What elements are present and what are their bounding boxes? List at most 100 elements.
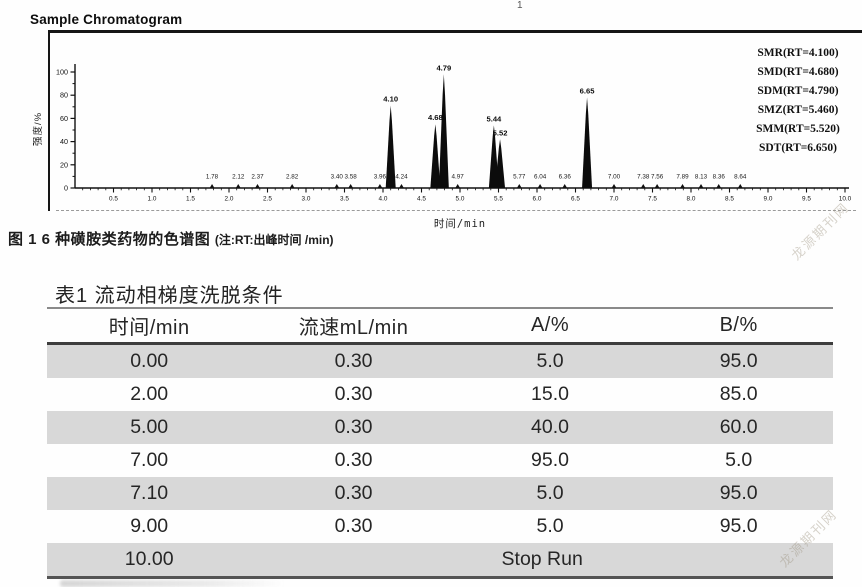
peak [488, 125, 499, 188]
table-cell: 5.0 [725, 449, 753, 471]
table-row: 5.00 0.30 40.0 60.0 [47, 411, 833, 444]
table-cell: 0.30 [334, 482, 373, 504]
minor-peak-label: 2.37 [251, 174, 264, 181]
x-tick-label: 0.5 [109, 196, 118, 203]
y-tick-label: 60 [60, 114, 68, 123]
minor-peak [289, 184, 295, 188]
minor-peak-label: 3.58 [345, 174, 358, 181]
minor-peak-label: 7.89 [676, 174, 689, 181]
table-cell: 15.0 [531, 383, 569, 405]
table-cell: 0.30 [334, 416, 373, 438]
y-tick-label: 80 [60, 91, 68, 100]
minor-peak-label: 1.78 [206, 174, 219, 181]
table-cell: 0.30 [334, 515, 373, 537]
table-cell: 0.30 [334, 449, 373, 471]
minor-peak [611, 184, 617, 188]
table-cell: 5.0 [536, 482, 564, 504]
minor-peak-label: 6.04 [534, 174, 547, 181]
minor-peak-label: 3.40 [331, 174, 344, 181]
x-tick-label: 8.5 [725, 196, 734, 203]
legend-entry: SDT(RT=6.650) [758, 142, 838, 154]
x-axis-label-row: 时间/min [75, 214, 845, 232]
x-tick-label: 2.5 [263, 196, 272, 203]
y-tick-label: 100 [56, 68, 68, 77]
chart-legend: SMR(RT=4.100) SMD(RT=4.680) SDM(RT=4.790) S… [736, 44, 860, 158]
x-tick-label: 8.0 [687, 196, 696, 203]
figure-left-border [48, 33, 50, 211]
x-tick-label: 1.5 [186, 196, 195, 203]
x-tick-label: 9.0 [764, 196, 773, 203]
y-tick-label: 40 [60, 137, 68, 146]
minor-peak [255, 184, 260, 188]
table-cell-stop-run: Stop Run [251, 543, 833, 579]
table-row: 0.00 0.30 5.0 95.0 [47, 343, 833, 378]
table-cell: 85.0 [719, 383, 758, 405]
minor-peak [235, 184, 241, 188]
peak-label: 4.68 [428, 113, 443, 122]
x-axis-label: 时间/min [433, 218, 487, 230]
peak [385, 105, 396, 188]
table-cell: 95.0 [719, 515, 758, 537]
minor-peak [348, 184, 354, 188]
minor-peak [334, 184, 340, 188]
peak-label: 5.44 [486, 114, 502, 123]
minor-peak-label: 7.00 [608, 174, 621, 181]
table-cell: 95.0 [719, 350, 758, 372]
figure-title: Sample Chromatogram [30, 12, 183, 27]
legend-entry: SMR(RT=4.100) [757, 47, 839, 59]
table-cell: 40.0 [531, 416, 569, 438]
minor-peak [377, 184, 383, 188]
table-cell: 10.00 [47, 543, 252, 579]
table-body: 0.00 0.30 5.0 95.0 2.00 0.30 15.0 85.0 5.00 0.30 4… [47, 343, 833, 579]
y-axis-label: 强度/% [33, 111, 45, 147]
table-row: 7.10 0.30 5.0 95.0 [47, 477, 833, 510]
x-tick-label: 10.0 [839, 196, 852, 203]
table-cell: 0.30 [334, 383, 373, 405]
table-cell: 95.0 [531, 449, 569, 471]
chromatogram-svg: 0 20 40 60 80 100 0.5 1.0 1.5 2.0 2.5 3.0 3.5 4.0 4.5 5… [56, 63, 852, 203]
cutoff-text-remnant [60, 580, 285, 587]
minor-peak [640, 184, 646, 188]
x-tick-label: 9.5 [802, 196, 811, 203]
legend-entry: SMM(RT=5.520) [756, 123, 840, 135]
table-header: 时间/min 流速mL/min A/% B/% [47, 307, 833, 345]
minor-peak-label: 8.13 [695, 174, 708, 181]
peak [438, 74, 449, 188]
gradient-elution-table: 时间/min 流速mL/min A/% B/% 0.00 0.30 5.0 95.0 2.00… [47, 307, 833, 579]
column-header: 流速mL/min [251, 307, 456, 345]
minor-peak [737, 184, 743, 188]
table-header-row: 时间/min 流速mL/min A/% B/% [47, 307, 833, 345]
table-cell: 5.00 [130, 416, 169, 438]
peak-label: 4.79 [436, 63, 451, 72]
minor-peak [209, 184, 215, 188]
minor-peak-label: 2.82 [286, 174, 299, 181]
minor-peak [698, 184, 704, 188]
figure-caption: 图 1 6 种磺胺类药物的色谱图 (注:RT:出峰时间 /min) [8, 228, 334, 249]
figure-bottom-rule [56, 210, 856, 211]
minor-peak-label: 3.96 [374, 174, 387, 181]
peak [495, 139, 506, 188]
legend-entry: SMD(RT=4.680) [757, 66, 839, 78]
x-tick-label: 4.0 [379, 196, 388, 203]
table-cell: 7.10 [130, 482, 169, 504]
caption-note: (注:RT:出峰时间 /min) [214, 233, 334, 247]
minor-peak-label: 5.77 [513, 174, 526, 181]
table-cell: 7.00 [130, 449, 169, 471]
table-title: 表1 流动相梯度洗脱条件 [55, 285, 284, 307]
table-cell: 0.30 [334, 350, 373, 372]
x-tick-label: 4.5 [417, 196, 426, 203]
minor-peak [399, 184, 404, 188]
x-tick-label: 3.0 [302, 196, 311, 203]
table-cell: 9.00 [130, 515, 169, 537]
minor-peak [455, 184, 461, 188]
peak [430, 124, 441, 188]
minor-peak [516, 184, 522, 188]
peak-label: 5.52 [493, 128, 508, 137]
table-cell: 95.0 [719, 482, 758, 504]
table-row: 7.00 0.30 95.0 5.0 [47, 444, 833, 477]
x-tick-label: 1.0 [148, 196, 157, 203]
x-tick-label: 5.0 [456, 196, 465, 203]
column-header: 时间/min [47, 307, 252, 345]
legend-entry: SMZ(RT=5.460) [757, 104, 839, 116]
